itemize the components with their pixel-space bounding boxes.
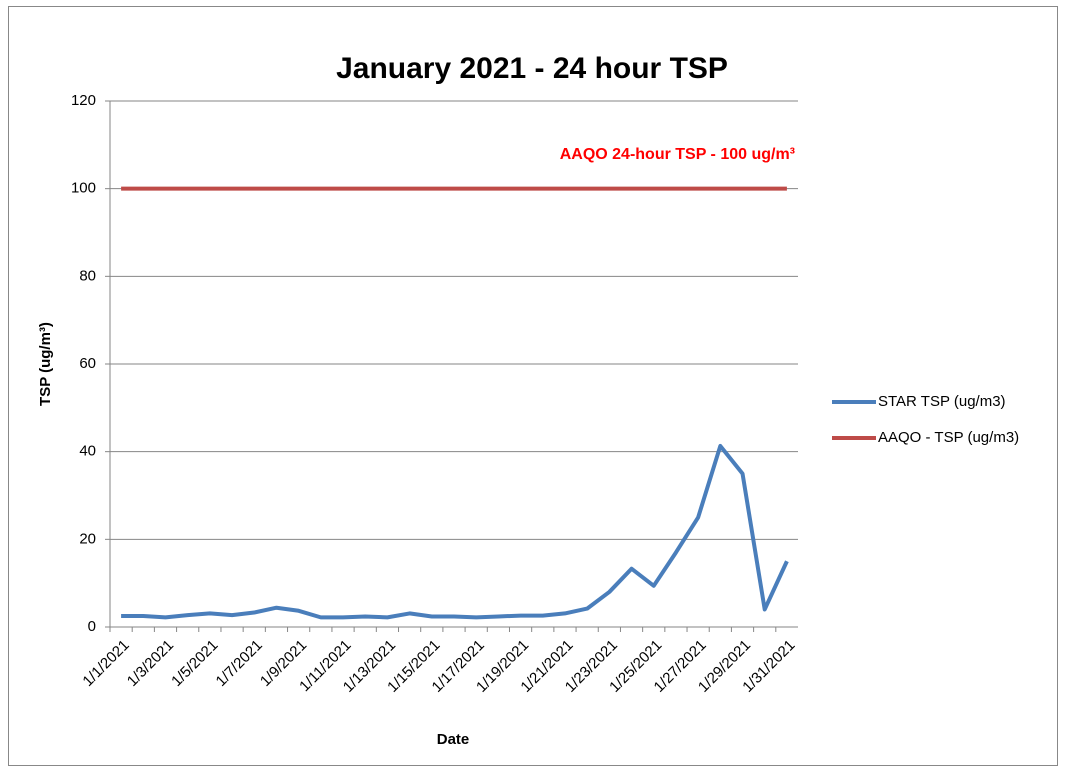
y-tick-label: 80: [79, 267, 96, 284]
y-axis-label: TSP (ug/m³): [37, 322, 54, 406]
y-tick-label: 40: [79, 443, 96, 460]
y-tick-label: 20: [79, 530, 96, 547]
data-line: [121, 443, 789, 620]
x-axis-label: Date: [437, 731, 470, 748]
legend-label: AAQO - TSP (ug/m3): [878, 429, 1019, 446]
y-tick-label: 100: [71, 180, 96, 197]
y-tick-label: 60: [79, 355, 96, 372]
chart-title: January 2021 - 24 hour TSP: [336, 52, 728, 85]
legend-label: STAR TSP (ug/m3): [878, 393, 1006, 410]
y-tick-label: 120: [71, 92, 96, 109]
annotation: AAQO 24-hour TSP - 100 ug/m³: [560, 146, 795, 163]
chart-border: [8, 6, 1058, 766]
y-tick-label: 0: [88, 618, 96, 635]
